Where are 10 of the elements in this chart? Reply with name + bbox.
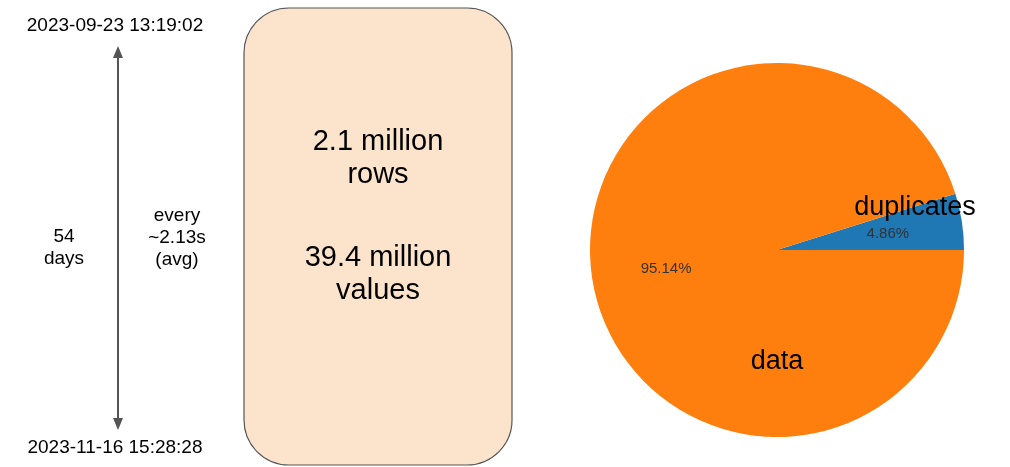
text: 2023-09-23 13:19:02 [25,14,205,36]
data-label: 4.86% [866,224,910,242]
slice-label: duplicates [854,191,976,221]
text: 2.1 million rows [311,124,445,191]
text: 54 days [42,225,86,269]
text: every ~2.13s (avg) [147,204,207,270]
text: 2023-11-16 15:28:28 [26,436,204,458]
text: 39.4 million values [303,240,453,307]
data-label: 95.14% [640,258,692,276]
slice-label: data [750,345,805,375]
